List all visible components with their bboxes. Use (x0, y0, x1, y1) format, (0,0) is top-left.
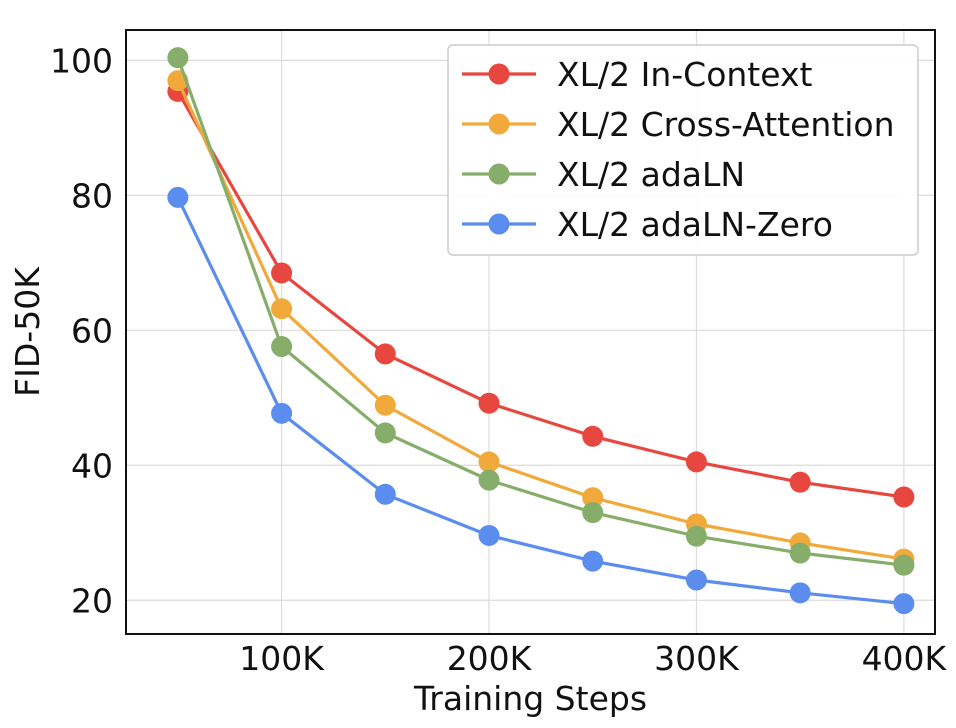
legend-marker (488, 213, 510, 235)
data-point (271, 262, 293, 284)
series-group (167, 47, 915, 576)
data-point (478, 469, 500, 491)
data-point (582, 425, 604, 447)
data-point (167, 186, 189, 208)
legend-marker (488, 113, 510, 135)
legend-item: XL/2 Cross-Attention (462, 105, 895, 144)
x-axis-title: Training Steps (413, 679, 647, 718)
series-lines (167, 47, 915, 615)
data-point (789, 582, 811, 604)
data-point (478, 451, 500, 473)
x-axis-ticks: 100K 200K 300K 400K (239, 639, 947, 678)
data-point (374, 394, 396, 416)
legend-marker (488, 63, 510, 85)
data-point (685, 525, 707, 547)
legend-label: XL/2 In-Context (557, 55, 812, 94)
data-point (582, 487, 604, 509)
series-group (167, 70, 915, 570)
y-tick-label: 80 (71, 176, 113, 215)
y-axis-title: FID-50K (8, 266, 47, 397)
y-tick-label: 100 (50, 41, 113, 80)
data-point (582, 550, 604, 572)
data-point (789, 542, 811, 564)
data-point (271, 336, 293, 358)
series-group (167, 80, 915, 508)
data-point (374, 343, 396, 365)
data-point (582, 502, 604, 524)
series-group (167, 186, 915, 615)
legend-item: XL/2 adaLN-Zero (462, 205, 833, 244)
data-point (893, 486, 915, 508)
data-point (167, 47, 189, 69)
data-point (271, 402, 293, 424)
data-point (685, 569, 707, 591)
data-point (893, 593, 915, 615)
x-tick-label: 100K (239, 639, 325, 678)
legend-marker (488, 163, 510, 185)
data-point (478, 392, 500, 414)
data-point (374, 422, 396, 444)
data-point (478, 524, 500, 546)
y-tick-label: 60 (71, 311, 113, 350)
x-tick-label: 400K (862, 639, 948, 678)
data-point (789, 471, 811, 493)
legend-label: XL/2 Cross-Attention (557, 105, 895, 144)
y-tick-label: 20 (71, 581, 113, 620)
data-point (271, 298, 293, 320)
series-line (176, 79, 905, 561)
y-axis-ticks: 20 40 60 80 100 (50, 41, 113, 620)
data-point (685, 451, 707, 473)
legend-box (447, 44, 919, 256)
plot-area-border (125, 29, 936, 635)
x-tick-label: 300K (654, 639, 740, 678)
legend-label: XL/2 adaLN (557, 155, 745, 194)
y-tick-label: 40 (71, 446, 113, 485)
legend-item: XL/2 adaLN (462, 155, 745, 194)
x-tick-label: 200K (447, 639, 533, 678)
legend: XL/2 In-Context XL/2 Cross-Attention XL/2 … (447, 44, 919, 256)
data-point (893, 554, 915, 576)
series-line (176, 57, 905, 567)
data-point (374, 483, 396, 505)
series-line (176, 196, 905, 606)
series-line (176, 90, 905, 499)
legend-label: XL/2 adaLN-Zero (557, 205, 833, 244)
legend-item: XL/2 In-Context (462, 55, 812, 94)
